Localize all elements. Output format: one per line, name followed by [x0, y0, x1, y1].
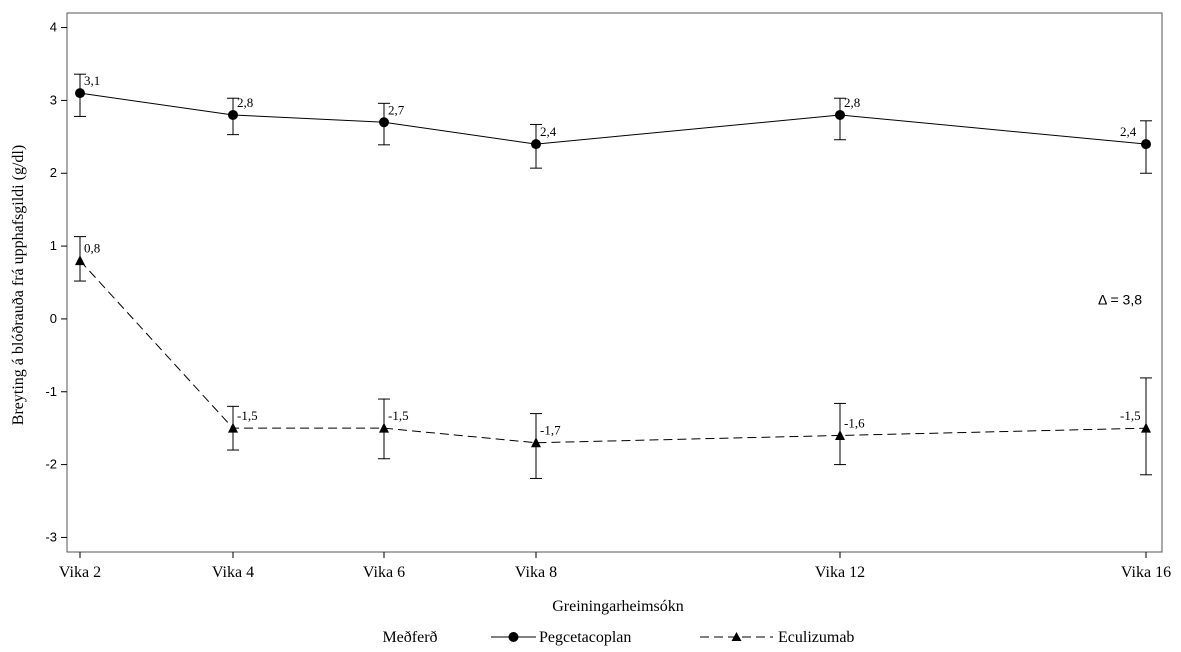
y-tick-label: 2 — [50, 165, 57, 180]
data-point-pegcetacoplan — [1141, 139, 1151, 150]
x-tick-label: Vika 6 — [363, 564, 405, 581]
y-tick-label: 4 — [50, 20, 57, 35]
legend-label-pegcetacoplan: Pegcetacoplan — [539, 629, 631, 646]
data-point-pegcetacoplan — [75, 88, 85, 99]
data-label: -1,6 — [844, 415, 865, 430]
data-point-eculizumab — [379, 422, 389, 433]
data-point-pegcetacoplan — [531, 139, 541, 150]
y-tick-label: -2 — [45, 457, 57, 472]
y-tick-label: -1 — [45, 384, 57, 399]
data-point-eculizumab — [1141, 422, 1151, 433]
data-label: -1,5 — [1120, 408, 1141, 423]
series-line-eculizumab — [79, 260, 1147, 444]
legend-label-eculizumab: Eculizumab — [778, 629, 854, 646]
data-point-pegcetacoplan — [835, 109, 845, 120]
plot-frame — [66, 12, 1163, 553]
data-label: -1,5 — [388, 408, 409, 423]
data-label: 2,7 — [388, 102, 405, 117]
data-point-eculizumab — [531, 437, 541, 448]
data-label: 2,8 — [237, 95, 253, 110]
data-point-eculizumab — [835, 429, 845, 440]
data-label: -1,7 — [540, 423, 561, 438]
legend-marker-pegcetacoplan — [508, 632, 519, 642]
delta-annotation: Δ = 3,8 — [1098, 292, 1142, 308]
data-point-pegcetacoplan — [379, 117, 389, 128]
data-point-eculizumab — [75, 255, 85, 266]
x-tick-label: Vika 12 — [815, 564, 865, 581]
y-tick-label: 3 — [50, 92, 57, 107]
x-tick-label: Vika 8 — [515, 564, 557, 581]
data-point-pegcetacoplan — [228, 109, 238, 120]
x-tick-label: Vika 16 — [1121, 564, 1171, 581]
legend-title: Meðferð — [382, 629, 437, 646]
data-label: 3,1 — [84, 73, 100, 88]
y-axis-title: Breyting á blóðrauða frá upphafsgildi (g… — [10, 145, 27, 425]
y-tick-label: 0 — [50, 311, 57, 326]
x-axis-title: Greiningarheimsókn — [552, 598, 684, 615]
data-label: 2,4 — [540, 124, 557, 139]
data-label: 2,4 — [1120, 124, 1137, 139]
legend-marker-eculizumab — [731, 632, 742, 641]
data-label: 0,8 — [84, 241, 100, 256]
data-label: -1,5 — [237, 408, 258, 423]
x-tick-label: Vika 2 — [59, 564, 101, 581]
y-tick-label: -3 — [45, 529, 57, 544]
data-point-eculizumab — [228, 422, 238, 433]
x-tick-label: Vika 4 — [212, 564, 254, 581]
y-tick-label: 1 — [50, 238, 57, 253]
series-line-pegcetacoplan — [79, 92, 1147, 145]
data-label: 2,8 — [844, 95, 860, 110]
